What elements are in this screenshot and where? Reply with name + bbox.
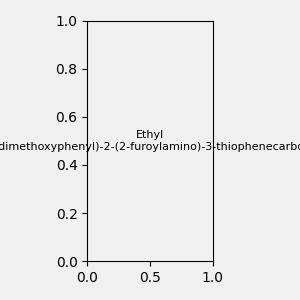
Text: Ethyl 4-(3,4-dimethoxyphenyl)-2-(2-furoylamino)-3-thiophenecarboxylate: Ethyl 4-(3,4-dimethoxyphenyl)-2-(2-furoy… [0, 130, 300, 152]
